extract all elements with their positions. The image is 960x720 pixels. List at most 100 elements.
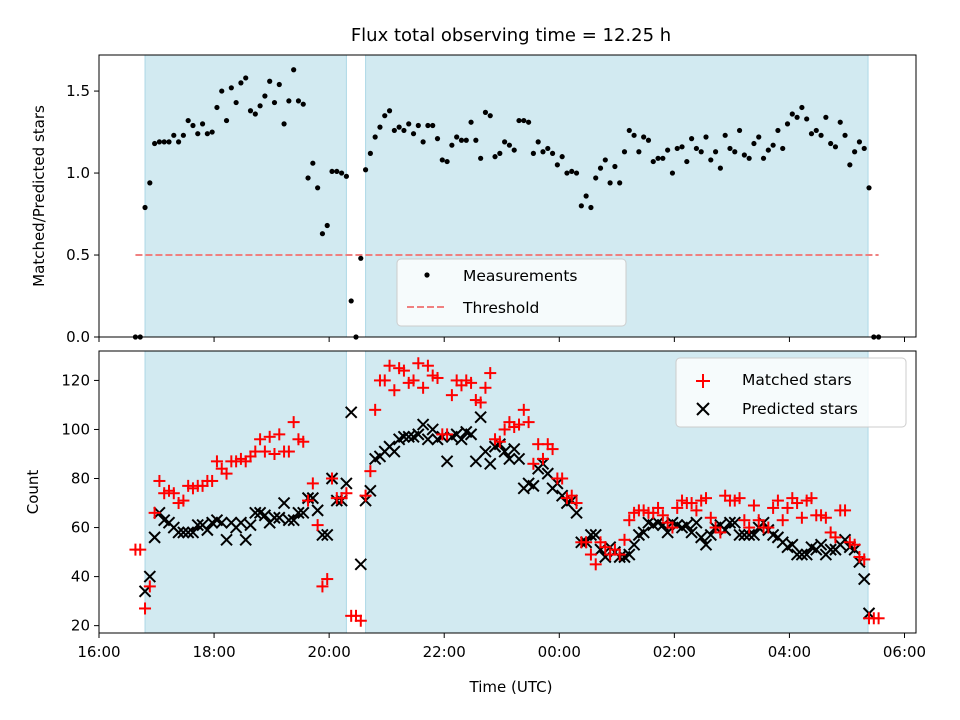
measurement-point [291,67,297,73]
matched-star-point [690,504,703,517]
matched-star-point [364,465,377,478]
predicted-star-point [455,433,468,446]
matched-star-point [177,494,190,507]
measurement-point [708,157,714,163]
measurement-point [430,122,436,129]
predicted-star-point [177,526,190,539]
measurement-point [756,134,762,140]
measurement-point [736,127,743,134]
measurement-point [262,93,268,99]
predicted-star-point [397,430,411,444]
measurement-point [310,160,316,166]
predicted-star-point [268,511,281,524]
matched-star-point [522,416,535,429]
matched-star-point [359,489,372,502]
predicted-star-point [292,506,305,520]
matched-star-point [527,457,540,470]
measurement-point [233,99,239,106]
measurement-point [343,173,350,179]
y-tick-label: 20 [71,617,90,635]
y-tick-label: 1.5 [66,82,90,100]
y-tick-label: 1.0 [66,164,90,182]
matched-star-point [513,418,526,431]
predicted-star-point [220,533,233,547]
bottom-shaded-intervals [144,350,869,634]
measurement-point [593,175,599,181]
bottom-y-axis-label: Count [24,470,42,515]
matched-star-point [618,533,631,546]
matched-star-point [148,506,161,519]
predicted-star-point [277,496,291,510]
measurement-point [717,165,723,171]
matched-star-point [445,389,458,402]
measurement-point [722,132,728,138]
matched-star-point [167,487,180,500]
matched-star-point [282,445,295,458]
measurement-point [454,134,460,140]
legend-matched-marker [696,374,710,388]
predicted-star-point [584,528,598,542]
measurement-point [554,162,560,168]
predicted-star-point [527,479,540,493]
measurement-point [223,117,230,124]
measurement-point [564,170,570,176]
predicted-star-point [186,526,200,539]
predicted-star-point [191,518,204,532]
measurement-point [439,157,445,163]
measurement-point [804,116,810,122]
measurement-point [473,137,479,143]
predicted-star-point [297,506,310,520]
predicted-star-point [704,528,717,542]
measurement-point [492,154,498,160]
matched-star-point [287,416,300,429]
measurement-point [765,147,771,153]
measurement-point [281,121,287,127]
measurement-point [497,150,503,156]
predicted-star-point [412,428,425,441]
x-axis-label: Time (UTC) [469,678,553,696]
matched-star-point [733,492,746,505]
predicted-star-point [858,572,871,586]
y-tick-label: 100 [61,420,90,438]
matched-star-point [316,580,329,593]
predicted-star-point [690,516,703,529]
measurement-point [516,117,522,124]
predicted-star-point [738,528,751,542]
matched-star-point [704,511,717,524]
legend-predicted-marker [696,402,710,416]
matched-star-point [273,428,286,441]
matched-star-point [791,497,804,510]
matched-star-point [143,580,156,593]
matched-star-point [258,445,271,458]
measurement-point [156,139,163,145]
measurement-point [468,119,474,125]
matched-star-point [795,511,808,524]
measurement-point [602,157,608,163]
measurement-point [214,104,220,111]
measurement-point [372,134,378,140]
matched-star-point [479,381,492,394]
measurement-point [238,80,244,86]
measurement-point [823,114,829,120]
predicted-star-point [416,418,430,431]
predicted-star-point [786,538,799,551]
measurement-point [727,145,733,152]
matched-star-point [498,423,511,436]
matched-star-point [431,371,444,384]
predicted-star-point [244,518,257,532]
predicted-star-point [599,550,612,564]
predicted-star-point [354,558,367,571]
top-y-axis-label: Matched/Predicted stars [30,105,48,287]
top-legend-box [396,258,627,327]
measurement-point [540,149,546,155]
predicted-star-point [201,523,214,537]
measurement-point [828,140,834,147]
predicted-star-point [824,543,837,556]
matched-star-point [421,359,434,372]
measurement-point [348,298,354,304]
matched-star-point [354,614,367,627]
measurement-point [530,150,536,156]
measurement-point [703,134,709,140]
predicted-star-point [388,445,401,458]
measurement-point [458,137,465,143]
